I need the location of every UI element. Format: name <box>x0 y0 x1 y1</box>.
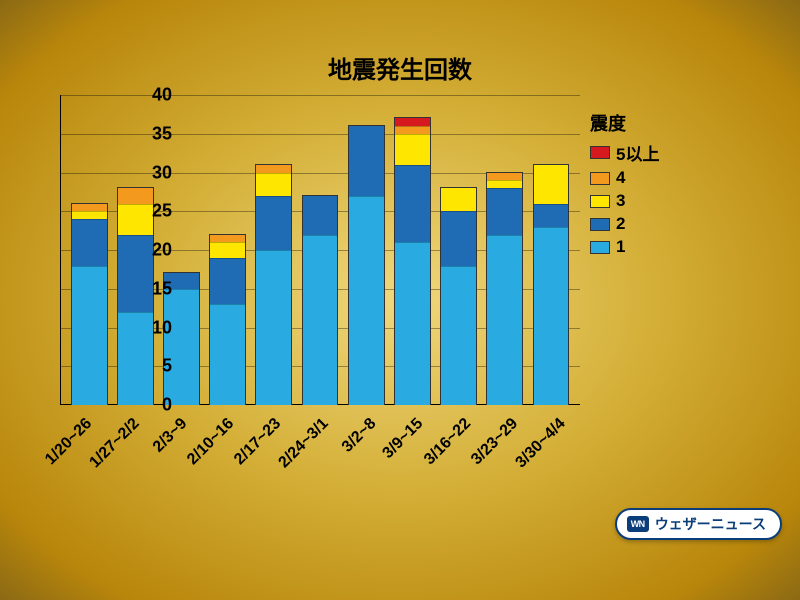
brand-label: ウェザーニュース <box>655 514 766 534</box>
x-tick-label: 2/10~16 <box>184 415 238 469</box>
brand-badge: WN ウェザーニュース <box>615 508 782 540</box>
bar-segment-s3 <box>256 173 291 196</box>
x-tick-label: 3/16~22 <box>421 415 475 469</box>
bar-segment-s1 <box>164 289 199 405</box>
bar-slot <box>436 95 482 405</box>
bar-segment-s1 <box>395 242 430 405</box>
legend-item: 2 <box>590 214 705 234</box>
legend-label: 4 <box>616 168 625 188</box>
bar-segment-s4 <box>256 165 291 173</box>
stacked-bar <box>348 125 385 405</box>
bar-segment-s3 <box>210 242 245 258</box>
bar-slot <box>482 95 528 405</box>
chart-frame: 地震発生回数 1/20~261/27~2/22/3~92/10~162/17~2… <box>0 0 800 600</box>
bar-segment-s5plus <box>395 118 430 126</box>
legend-swatch <box>590 218 610 231</box>
legend-label: 5以上 <box>616 140 659 165</box>
bar-slot <box>205 95 251 405</box>
stacked-bar <box>533 164 570 405</box>
bar-segment-s4 <box>395 126 430 134</box>
y-tick-label: 30 <box>132 162 172 183</box>
bar-slot <box>343 95 389 405</box>
bar-segment-s3 <box>487 180 522 188</box>
bar-segment-s4 <box>210 235 245 243</box>
legend-label: 2 <box>616 214 625 234</box>
chart-area: 1/20~261/27~2/22/3~92/10~162/17~232/24~3… <box>60 95 700 405</box>
bar-segment-s4 <box>72 204 107 212</box>
bar-slot <box>528 95 574 405</box>
legend-item: 4 <box>590 168 705 188</box>
x-tick-label: 3/30~4/4 <box>512 415 569 472</box>
legend-label: 1 <box>616 237 625 257</box>
y-tick-label: 20 <box>132 240 172 261</box>
bar-segment-s3 <box>72 211 107 219</box>
bar-segment-s3 <box>534 165 569 204</box>
y-tick-label: 35 <box>132 123 172 144</box>
brand-logo-icon: WN <box>627 516 649 532</box>
y-tick-label: 25 <box>132 201 172 222</box>
bar-segment-s1 <box>534 227 569 405</box>
legend-label: 3 <box>616 191 625 211</box>
bar-segment-s1 <box>303 235 338 406</box>
x-tick-label: 1/27~2/2 <box>87 415 144 472</box>
x-tick-label: 2/3~9 <box>150 415 191 456</box>
bar-segment-s1 <box>487 235 522 406</box>
y-tick-label: 15 <box>132 278 172 299</box>
bar-segment-s3 <box>441 188 476 211</box>
stacked-bar <box>71 203 108 406</box>
bar-segment-s2 <box>303 196 338 235</box>
legend-swatch <box>590 241 610 254</box>
bar-segment-s3 <box>395 134 430 165</box>
bar-slot <box>251 95 297 405</box>
chart-title: 地震発生回数 <box>0 50 800 85</box>
legend-swatch <box>590 172 610 185</box>
bar-segment-s4 <box>487 173 522 181</box>
legend-swatch <box>590 146 610 159</box>
bar-slot <box>389 95 435 405</box>
bar-slot <box>297 95 343 405</box>
legend-swatch <box>590 195 610 208</box>
bar-segment-s2 <box>349 126 384 196</box>
x-tick-label: 2/24~3/1 <box>276 415 333 472</box>
legend-item: 1 <box>590 237 705 257</box>
y-tick-label: 5 <box>132 356 172 377</box>
bar-segment-s2 <box>395 165 430 243</box>
bar-segment-s2 <box>487 188 522 235</box>
bar-segment-s1 <box>210 304 245 405</box>
bar-segment-s1 <box>72 266 107 406</box>
y-tick-label: 10 <box>132 317 172 338</box>
stacked-bar <box>486 172 523 406</box>
legend: 震度 5以上 4 3 2 1 <box>590 110 705 260</box>
bar-segment-s1 <box>441 266 476 406</box>
stacked-bar <box>302 195 339 405</box>
stacked-bar <box>255 164 292 405</box>
bar-segment-s2 <box>256 196 291 250</box>
bar-segment-s2 <box>210 258 245 305</box>
stacked-bar <box>440 187 477 405</box>
x-tick-label: 3/2~8 <box>339 415 380 456</box>
bar-slot <box>66 95 112 405</box>
bar-segment-s1 <box>256 250 291 405</box>
stacked-bar <box>394 117 431 405</box>
bar-segment-s2 <box>72 219 107 266</box>
bar-segment-s1 <box>349 196 384 405</box>
bar-segment-s2 <box>534 204 569 227</box>
stacked-bar <box>209 234 246 406</box>
legend-title: 震度 <box>590 110 705 136</box>
legend-item: 3 <box>590 191 705 211</box>
legend-item: 5以上 <box>590 140 705 165</box>
y-tick-label: 40 <box>132 85 172 106</box>
bar-segment-s2 <box>441 211 476 265</box>
y-tick-label: 0 <box>132 395 172 416</box>
